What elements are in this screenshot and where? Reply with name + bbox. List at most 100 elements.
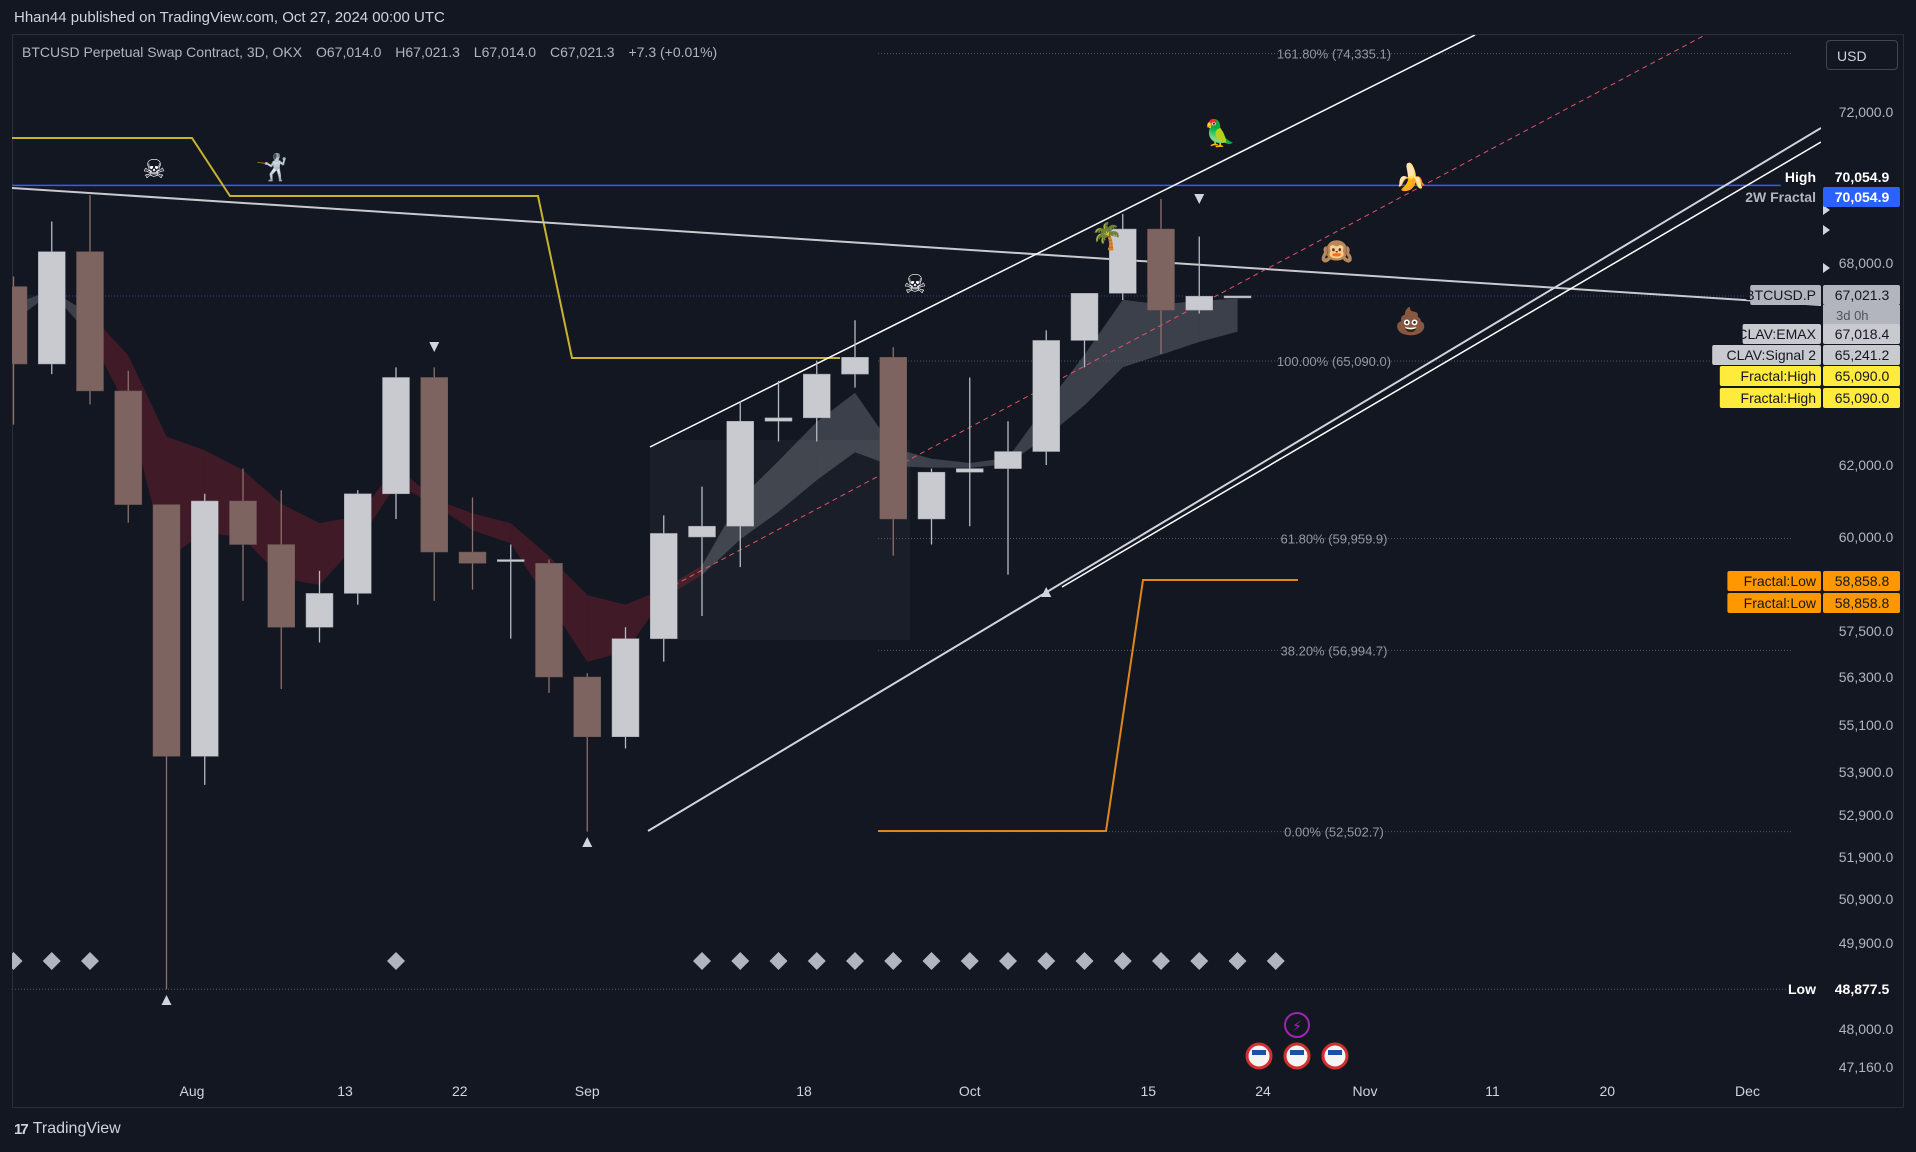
signal-diamond-icon [769,952,788,970]
candle-body[interactable] [229,500,257,545]
price-label-value: 65,241.2 [1835,347,1890,363]
price-label-orange[interactable]: 58,858.8 Fractal:Low [1727,593,1900,613]
candle-body[interactable] [917,471,946,520]
x-tick-label: Sep [575,1083,600,1099]
candle-body[interactable] [305,593,334,628]
candle-body[interactable] [76,251,104,392]
triangle-up-icon [582,837,593,847]
candle-body[interactable] [956,468,984,473]
candle-body[interactable] [344,493,372,594]
price-label-gray2[interactable]: 67,018.4 CLAV:EMAX [1737,324,1900,344]
candle-body[interactable] [688,525,716,538]
price-label-name-box [1788,979,1821,999]
currency-button[interactable]: USD [1826,40,1898,70]
price-label-name-box [1727,593,1821,613]
y-tick-label: 51,900.0 [1839,849,1894,865]
us-flag-event-icon[interactable] [1283,1042,1311,1070]
signal-diamond-icon [693,952,711,970]
candle-body[interactable] [1109,228,1137,294]
cloud-segment [931,458,970,468]
candle-body[interactable] [803,373,831,419]
price-label-yellow[interactable]: 65,090.0 Fractal:High [1719,366,1900,386]
price-label-yellow[interactable]: 65,090.0 Fractal:High [1719,388,1900,408]
triangle-up-icon [161,995,172,1005]
candle-body[interactable] [1185,295,1213,311]
candle-body[interactable] [38,251,66,365]
symbol-info: BTCUSD Perpetual Swap Contract, 3D, OKX … [22,44,727,60]
y-tick-label: 60,000.0 [1839,529,1894,545]
signal-diamond-icon [1037,952,1056,970]
published-header: Hhan44 published on TradingView.com, Oct… [0,0,1916,34]
candle-body[interactable] [841,357,869,375]
price-label-name: Fractal:High [1741,390,1816,406]
candle-body[interactable] [1032,340,1060,452]
price-label-dark[interactable]: 48,877.5 Low [1788,979,1900,999]
candle-body[interactable] [152,504,181,757]
lightning-event-icon[interactable] [1284,1012,1310,1038]
price-label-dark[interactable]: 70,054.9 High [1780,167,1900,187]
candle-body[interactable] [879,357,907,520]
cloud-segment [1122,299,1161,368]
candle-body[interactable] [1070,293,1099,341]
y-tick-label: 72,000.0 [1839,104,1894,120]
ohlc-low: L67,014.0 [473,44,537,60]
cloud-segment [12,302,14,322]
price-label-value: 65,090.0 [1835,390,1890,406]
candle-body[interactable] [1147,228,1175,311]
ohlc-open: O67,014.0 [316,44,382,60]
us-flag-canton [1252,1050,1266,1055]
price-label-countdown: 3d 0h [1836,308,1869,323]
us-flag-event-icon[interactable] [1321,1042,1349,1070]
candle-body[interactable] [611,638,640,738]
candle-body[interactable] [573,676,601,737]
price-label-extra-box [1823,305,1900,325]
x-tick-label: Dec [1735,1083,1760,1099]
x-tick-label: 24 [1255,1083,1271,1099]
ohlc-high: H67,021.3 [395,44,460,60]
candle-body[interactable] [458,551,487,564]
x-tick-label: Nov [1353,1083,1378,1099]
candle-body[interactable] [650,533,678,639]
candle-body[interactable] [726,420,754,527]
price-label-gray[interactable]: 67,021.3 BTCUSD.P 3d 0h [1745,285,1900,325]
candle-body[interactable] [0,286,28,365]
candle-body[interactable] [191,500,219,757]
price-label-orange[interactable]: 58,858.8 Fractal:Low [1727,571,1900,591]
signal-diamond-icon [999,952,1017,970]
candle-body[interactable] [994,451,1022,469]
price-label-blue[interactable]: 70,054.9 2W Fractal [1745,187,1900,207]
candle-body[interactable] [764,417,793,422]
price-label-gray2[interactable]: 65,241.2 CLAV:Signal 2 [1712,345,1900,365]
symbol-name: BTCUSD Perpetual Swap Contract, 3D, OKX [22,44,303,60]
price-label-box [1823,979,1900,999]
price-label-value: 70,054.9 [1835,189,1890,205]
price-label-name-box [1712,345,1821,365]
scale-marker-icon [1823,225,1830,235]
x-tick-label: Aug [180,1083,205,1099]
brand-name: TradingView [32,1120,121,1137]
tradingview-logo[interactable]: 17 TradingView [14,1120,121,1138]
candle-body[interactable] [497,559,525,562]
candle-body[interactable] [535,563,563,678]
skull-icon: ☠ [142,154,165,184]
fib-level-label: 161.80% (74,335.1) [1277,47,1391,62]
price-label-name-box [1742,324,1821,344]
monkey-icon: 🙉 [1319,236,1355,266]
candle-body[interactable] [382,377,410,495]
us-flag-event-icon[interactable] [1245,1042,1273,1070]
price-label-name: Fractal:High [1741,368,1816,384]
fib-level-label: 38.20% (56,994.7) [1281,643,1388,658]
candle-body[interactable] [420,377,448,553]
candle-body[interactable] [1223,295,1252,299]
signal-diamond-icon [387,952,405,970]
candle-body[interactable] [267,544,295,628]
channel-lower-line-2 [1061,141,1821,588]
price-chart[interactable]: 161.80% (74,335.1) 100.00% (65,090.0) 61.8… [0,0,1916,1108]
channel-mid-line [649,35,1706,599]
banana-icon: 🍌 [1395,162,1427,192]
candle-body[interactable] [114,390,142,505]
descending-trendline [12,187,1821,306]
signal-diamond-icon [731,952,750,970]
price-label-value: 67,021.3 [1835,287,1890,303]
price-label-box [1823,285,1900,305]
